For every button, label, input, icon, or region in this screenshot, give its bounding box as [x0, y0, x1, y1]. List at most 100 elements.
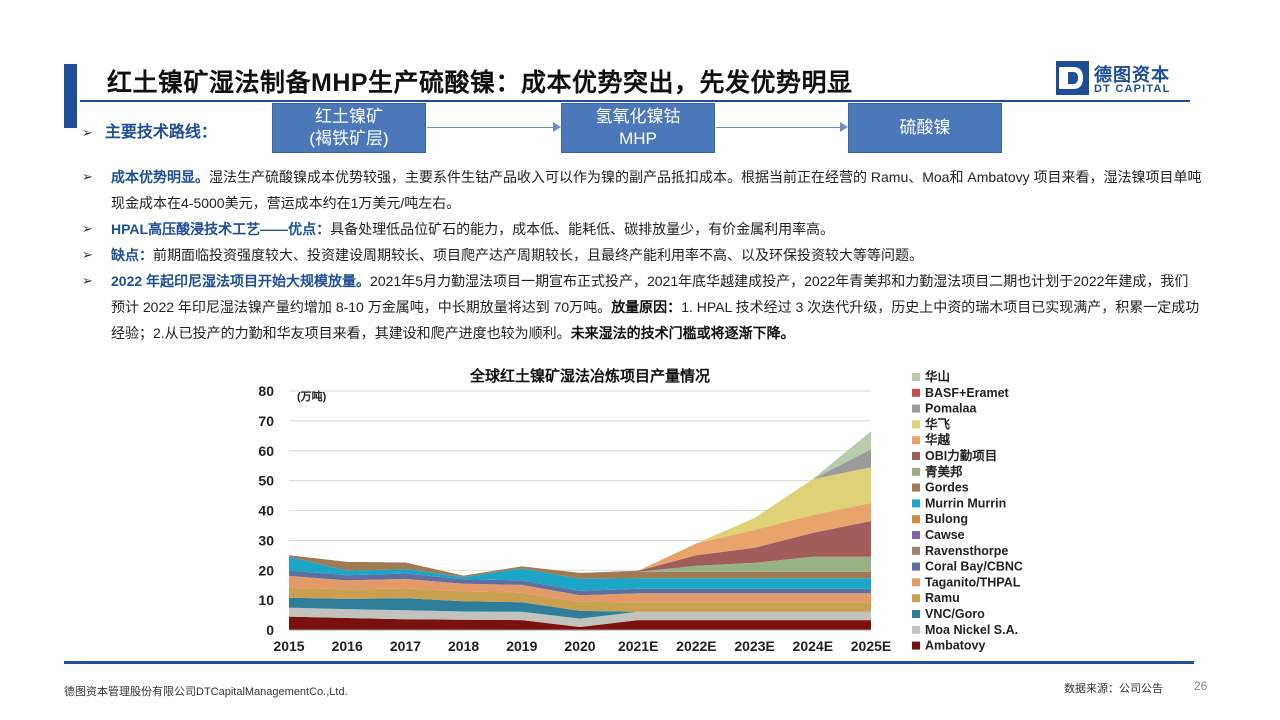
dt-logo-icon [1056, 61, 1089, 95]
legend-swatch [912, 404, 920, 413]
legend-label: 华山 [925, 369, 950, 384]
y-tick-label: 30 [258, 532, 274, 548]
x-tick-label: 2025E [851, 638, 891, 654]
legend-label: Cawse [925, 528, 965, 542]
page-number: 26 [1194, 679, 1208, 693]
legend-label: Coral Bay/CBNC [925, 560, 1023, 574]
bullet-text: 具备处理低品位矿石的能力，成本低、能耗低、碳排放量少，有价金属利用率高。 [330, 221, 835, 237]
legend-label: Ravensthorpe [925, 544, 1008, 558]
unit-label: (万吨) [297, 389, 327, 403]
route-box-line2: MHP [619, 129, 657, 148]
y-tick-label: 60 [258, 443, 274, 459]
x-tick-label: 2022E [676, 638, 716, 654]
bullet-arrow-icon: ➢ [82, 247, 93, 262]
route-label-text: 主要技术路线： [104, 124, 217, 141]
company-logo: 德图资本 DT CAPITAL [1056, 61, 1186, 97]
bullet-bold-lead: 放量原因： [611, 299, 682, 315]
legend-label: Ambatovy [925, 639, 985, 653]
legend-swatch [912, 436, 920, 445]
bullet-text: 湿法生产硫酸镍成本优势较强，主要系件生钴产品收入可以作为镍的副产品抵扣成本。根据… [111, 169, 1202, 211]
route-box-line1: 氢氧化镍钴 [595, 107, 681, 126]
bullet-arrow-icon: ➢ [82, 273, 93, 288]
route-box-line1: 红土镍矿 [315, 107, 383, 126]
route-arrow-2 [716, 122, 848, 132]
bullet-text: 前期面临投资强度较大、投资建设周期较长、项目爬产达产周期较长，且最终产能利用率不… [153, 247, 923, 263]
y-tick-label: 10 [258, 592, 274, 608]
legend-swatch [912, 388, 920, 397]
bullet-list: ➢ 成本优势明显。湿法生产硫酸镍成本优势较强，主要系件生钴产品收入可以作为镍的副… [82, 164, 1202, 346]
area-series [289, 607, 871, 627]
legend-label: Murrin Murrin [925, 496, 1006, 510]
y-tick-label: 20 [258, 562, 274, 578]
legend-label: BASF+Eramet [925, 386, 1010, 400]
area-series [289, 575, 871, 603]
x-tick-label: 2021E [618, 638, 658, 654]
area-series [289, 587, 871, 612]
x-tick-label: 2015 [273, 638, 304, 654]
area-series [289, 521, 871, 576]
legend-swatch [912, 499, 920, 508]
route-box-line2: (褐铁矿层) [309, 129, 389, 148]
bullet-lead: HPAL高压酸浸技术工艺——优点： [111, 221, 331, 237]
y-tick-label: 40 [258, 503, 274, 519]
bullet-text: 2021年5月力勤湿法项目一期宣布正式投产，2021年底华越建成投产，2022年… [111, 273, 1189, 315]
legend-swatch [912, 641, 920, 650]
y-tick-label: 70 [258, 413, 274, 429]
y-tick-label: 50 [258, 473, 274, 489]
legend-label: 华越 [925, 432, 951, 447]
production-area-chart: 全球红土镍矿湿法冶炼项目产量情况 0 10 20 30 40 50 60 70 80 (万吨) 201… [258, 367, 1023, 654]
x-tick-label: 2020 [564, 638, 595, 654]
legend-label: Ramu [925, 591, 960, 605]
legend-swatch [912, 610, 920, 618]
header-divider [80, 100, 1190, 102]
legend-label: VNC/Goro [925, 607, 985, 621]
legend-swatch [912, 578, 920, 587]
x-tick-label: 2016 [332, 638, 363, 654]
legend-label: OBI力勤项目 [925, 448, 997, 463]
area-series [289, 616, 871, 630]
footer-source: 数据来源：公司公告 [1064, 683, 1163, 695]
legend-swatch [912, 594, 920, 603]
footer-company: 德图资本管理股份有限公司DTCapitalManagementCo.,Ltd. [64, 686, 348, 698]
legend-swatch [912, 373, 920, 381]
legend-label: Bulong [925, 512, 968, 526]
x-tick-label: 2019 [506, 638, 537, 654]
legend-swatch [912, 467, 920, 476]
bullet-bold-end: 未来湿法的技术门槛或将逐渐下降。 [570, 325, 795, 341]
legend-swatch [912, 483, 920, 492]
route-label: ➢ 主要技术路线： [82, 118, 217, 142]
legend-swatch [912, 562, 920, 571]
area-series [289, 555, 871, 576]
x-tick-label: 2018 [448, 638, 479, 654]
footer-divider [64, 661, 1194, 664]
x-tick-label: 2023E [734, 638, 774, 654]
logo-en-text: DT CAPITAL [1094, 83, 1171, 95]
bullet-indonesia-ramp: ➢ 2022 年起印尼湿法项目开始大规模放量。2021年5月力勤湿法项目一期宣布… [82, 268, 1202, 346]
area-series [289, 570, 871, 596]
bullet-text-2: 1. HPAL 技术经过 3 次迭代升级，历史上中资的瑞木项目已实现满产，积累一… [111, 299, 1200, 341]
legend-label: Gordes [925, 481, 969, 495]
bullet-cost-advantage: ➢ 成本优势明显。湿法生产硫酸镍成本优势较强，主要系件生钴产品收入可以作为镍的副… [82, 164, 1202, 216]
bullet-hpal-cons: ➢ 缺点：前期面临投资强度较大、投资建设周期较长、项目爬产达产周期较长，且最终产… [82, 242, 1202, 268]
legend-label: 华飞 [925, 416, 951, 431]
route-arrow-1 [427, 122, 561, 132]
chart-title: 全球红土镍矿湿法冶炼项目产量情况 [469, 367, 710, 385]
route-box-nickel-sulfate: 硫酸镍 [848, 103, 1002, 153]
route-box-mhp: 氢氧化镍钴 MHP [561, 103, 715, 153]
area-series [289, 555, 871, 579]
legend-label: Pomalaa [925, 402, 977, 416]
legend-swatch [912, 546, 920, 555]
legend-swatch [912, 531, 920, 539]
y-tick-label: 80 [258, 383, 274, 399]
logo-cn-text: 德图资本 [1094, 65, 1170, 85]
legend-swatch [912, 420, 920, 429]
page-title: 红土镍矿湿法制备MHP生产硫酸镍：成本优势突出，先发优势明显 [107, 69, 853, 97]
bullet-arrow-icon: ➢ [82, 169, 93, 184]
bullet-lead: 2022 年起印尼湿法项目开始大规模放量。 [111, 273, 371, 289]
title-accent-bar [64, 64, 77, 128]
x-tick-label: 2024E [793, 638, 833, 654]
legend-swatch [912, 625, 920, 634]
route-box-laterite: 红土镍矿 (褐铁矿层) [272, 103, 426, 153]
x-tick-label: 2017 [390, 638, 421, 654]
legend-label: Moa Nickel S.A. [925, 623, 1018, 637]
